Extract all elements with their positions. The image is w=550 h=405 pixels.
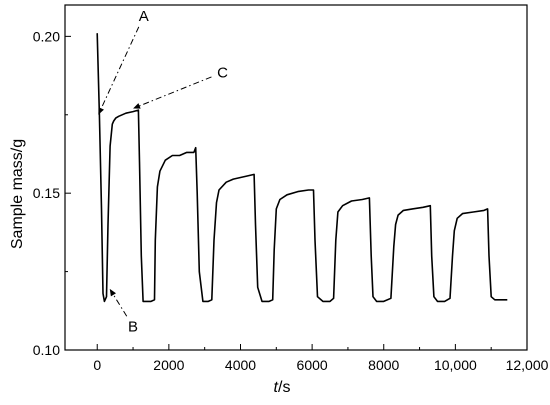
- y-tick-label: 0.10: [33, 342, 60, 358]
- x-tick-label: 8000: [368, 357, 399, 373]
- y-tick-label: 0.15: [33, 185, 60, 201]
- series-group: [96, 33, 508, 303]
- y-tick-label: 0.20: [33, 28, 60, 44]
- annotation-label-B: B: [128, 318, 138, 335]
- data-series-line: [96, 33, 508, 303]
- x-tick-label: 12,000: [506, 357, 549, 373]
- annotation-leader-C: [138, 76, 212, 107]
- x-axis-title-unit: /s: [278, 379, 290, 396]
- annotation-label-A: A: [139, 8, 149, 25]
- annotation-arrowhead-C: [133, 103, 141, 109]
- x-tick-label: 2000: [153, 357, 184, 373]
- annotation-arrowhead-A: [98, 107, 104, 115]
- ticks-group: 0 2000 4000 6000 8000 10,000 12,000 0.10 0.15 0.2…: [33, 28, 549, 373]
- x-tick-label: 0: [93, 357, 101, 373]
- x-tick-label: 6000: [297, 357, 328, 373]
- annotation-label-C: C: [217, 64, 228, 81]
- annotation-leader-B: [112, 293, 128, 317]
- annotation-arrowhead-B: [109, 288, 117, 297]
- annotation-leader-A: [100, 26, 140, 110]
- plot-frame: [64, 4, 528, 351]
- x-axis-title-var: t: [274, 379, 279, 396]
- x-tick-label: 4000: [225, 357, 256, 373]
- plot-frame-group: [64, 4, 528, 351]
- x-tick-label: 10,000: [434, 357, 477, 373]
- annotations-group: A B C: [98, 8, 228, 335]
- x-axis-title: t/s: [274, 379, 291, 396]
- y-axis-title: Sample mass/g: [9, 139, 26, 249]
